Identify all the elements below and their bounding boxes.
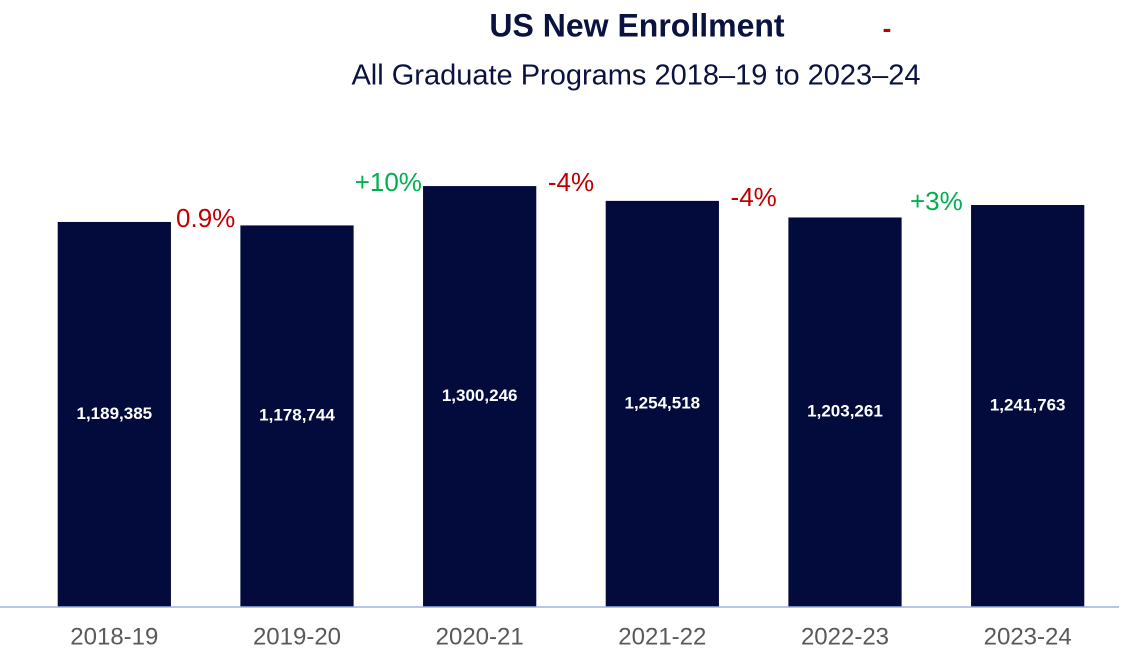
chart-title: US New Enrollment: [489, 7, 785, 43]
bar: [788, 217, 902, 607]
value-label: 1,300,246: [442, 386, 518, 405]
bar: [57, 221, 171, 608]
x-tick-label: 2023-24: [984, 623, 1072, 650]
value-label: 1,178,744: [259, 406, 335, 425]
change-label: 0.9%: [176, 203, 235, 233]
x-tick-label: 2021-22: [618, 623, 706, 650]
x-tick-label: 2020-21: [436, 623, 524, 650]
change-label: +10%: [355, 167, 422, 197]
value-label: 1,203,261: [807, 402, 883, 421]
bar: [605, 200, 719, 607]
title-mark: -: [883, 13, 892, 43]
change-label: -4%: [548, 167, 594, 197]
x-tick-label: 2018-19: [70, 623, 158, 650]
x-tick-label: 2022-23: [801, 623, 889, 650]
chart-subtitle: All Graduate Programs 2018–19 to 2023–24: [351, 60, 920, 92]
x-tick-label: 2019-20: [253, 623, 341, 650]
value-label: 1,241,763: [990, 395, 1066, 414]
bar: [240, 225, 354, 607]
change-label: -4%: [731, 182, 777, 212]
value-label: 1,254,518: [625, 393, 701, 412]
bar: [423, 186, 537, 607]
value-label: 1,189,385: [77, 404, 153, 423]
change-label: +3%: [910, 186, 963, 216]
bar: [971, 205, 1085, 607]
